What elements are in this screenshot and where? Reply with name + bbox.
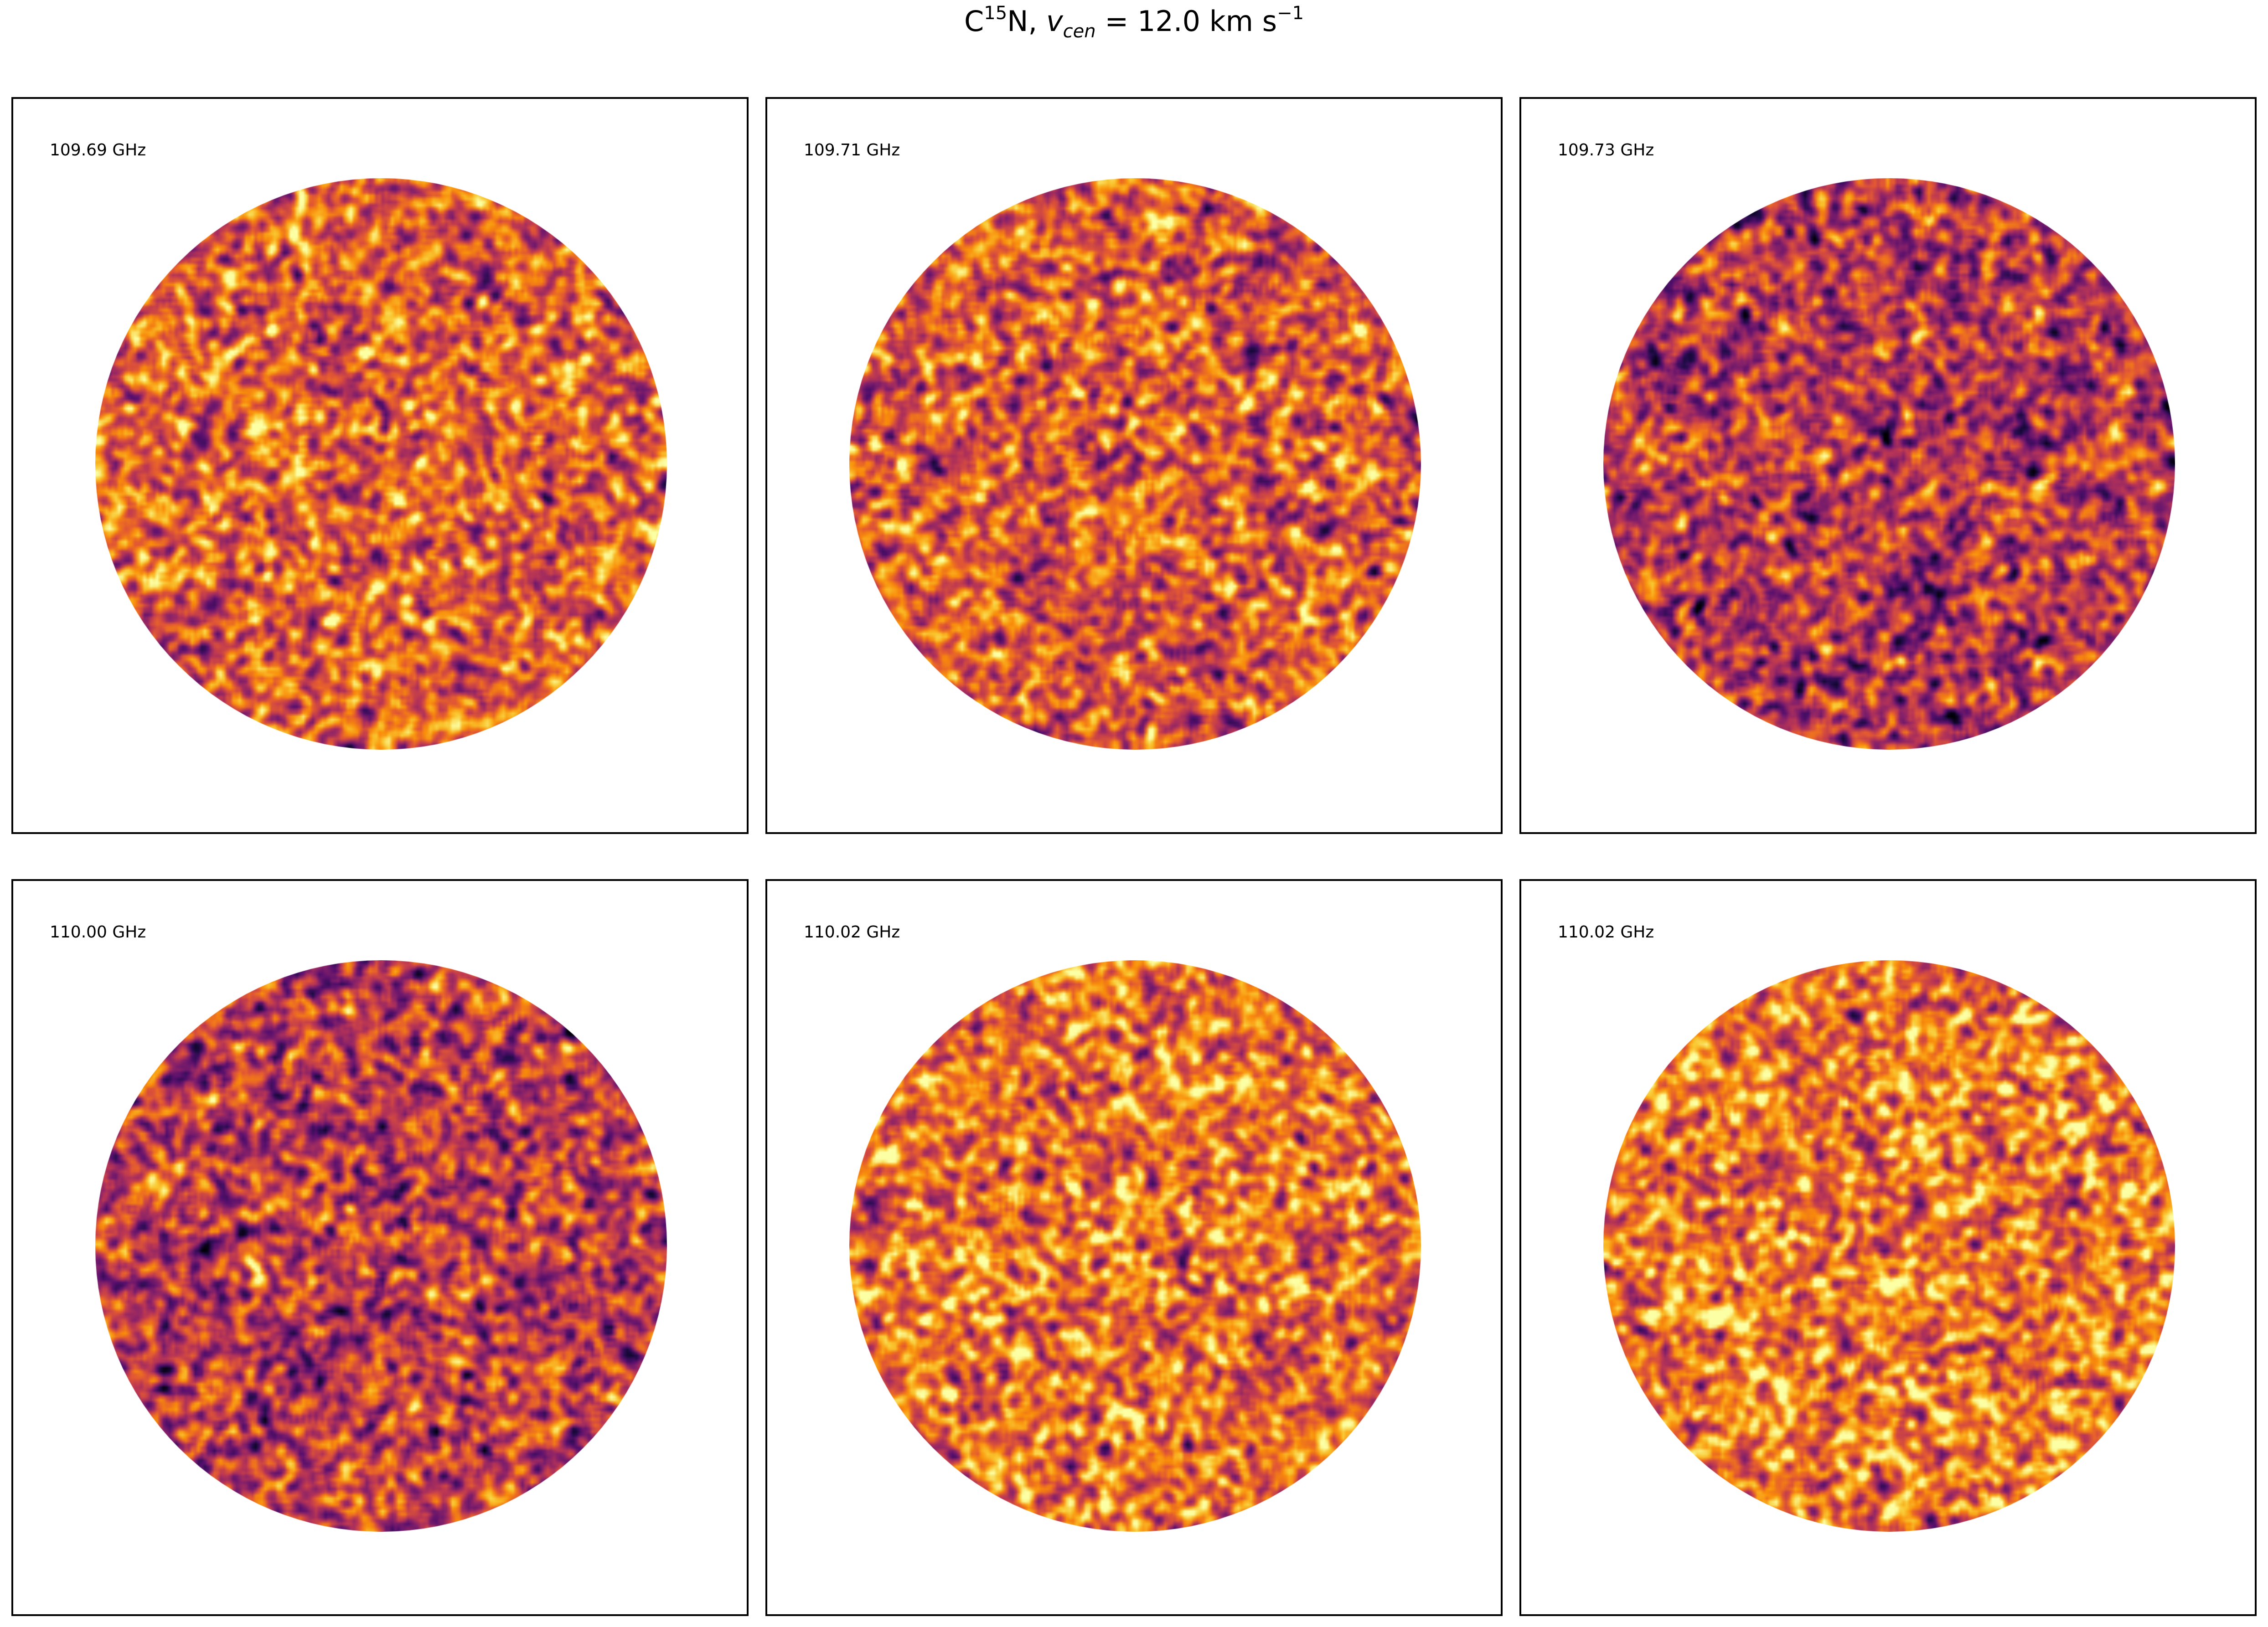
figure-title: C15N, vcen = 12.0 km s−1 [0, 3, 2268, 41]
title-species: C [964, 5, 984, 38]
title-isotope: 15 [984, 3, 1007, 24]
title-variable: v [1046, 5, 1063, 38]
noise-map [849, 178, 1421, 750]
frequency-label: 110.00 GHz [50, 923, 146, 942]
noise-map [95, 178, 667, 750]
channel-panel-3: 109.73 GHz [1519, 97, 2257, 834]
channel-panel-2: 109.71 GHz [765, 97, 1503, 834]
channel-panel-6: 110.02 GHz [1519, 879, 2257, 1616]
frequency-label: 109.71 GHz [804, 141, 900, 160]
channel-panel-1: 109.69 GHz [11, 97, 749, 834]
noise-map [849, 960, 1421, 1532]
frequency-label: 109.73 GHz [1558, 141, 1654, 160]
frequency-label: 109.69 GHz [50, 141, 146, 160]
noise-map [1603, 960, 2175, 1532]
frequency-label: 110.02 GHz [804, 923, 900, 942]
noise-map [95, 960, 667, 1532]
noise-map [1603, 178, 2175, 750]
frequency-label: 110.02 GHz [1558, 923, 1654, 942]
title-species-tail: N, [1007, 5, 1046, 38]
title-variable-subscript: cen [1063, 21, 1096, 42]
channel-panel-5: 110.02 GHz [765, 879, 1503, 1616]
title-exponent: −1 [1277, 3, 1304, 24]
title-value: = 12.0 km s [1095, 5, 1277, 38]
channel-panel-4: 110.00 GHz [11, 879, 749, 1616]
